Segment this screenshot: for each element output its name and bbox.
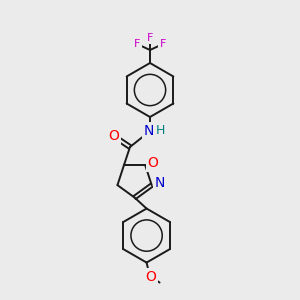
Text: O: O: [148, 156, 159, 170]
Text: O: O: [109, 129, 119, 143]
Text: F: F: [134, 39, 140, 49]
Text: F: F: [160, 39, 166, 49]
Text: F: F: [147, 33, 153, 43]
Text: O: O: [145, 270, 156, 283]
Text: N: N: [154, 176, 165, 190]
Text: H: H: [155, 124, 165, 137]
Text: N: N: [144, 124, 154, 138]
